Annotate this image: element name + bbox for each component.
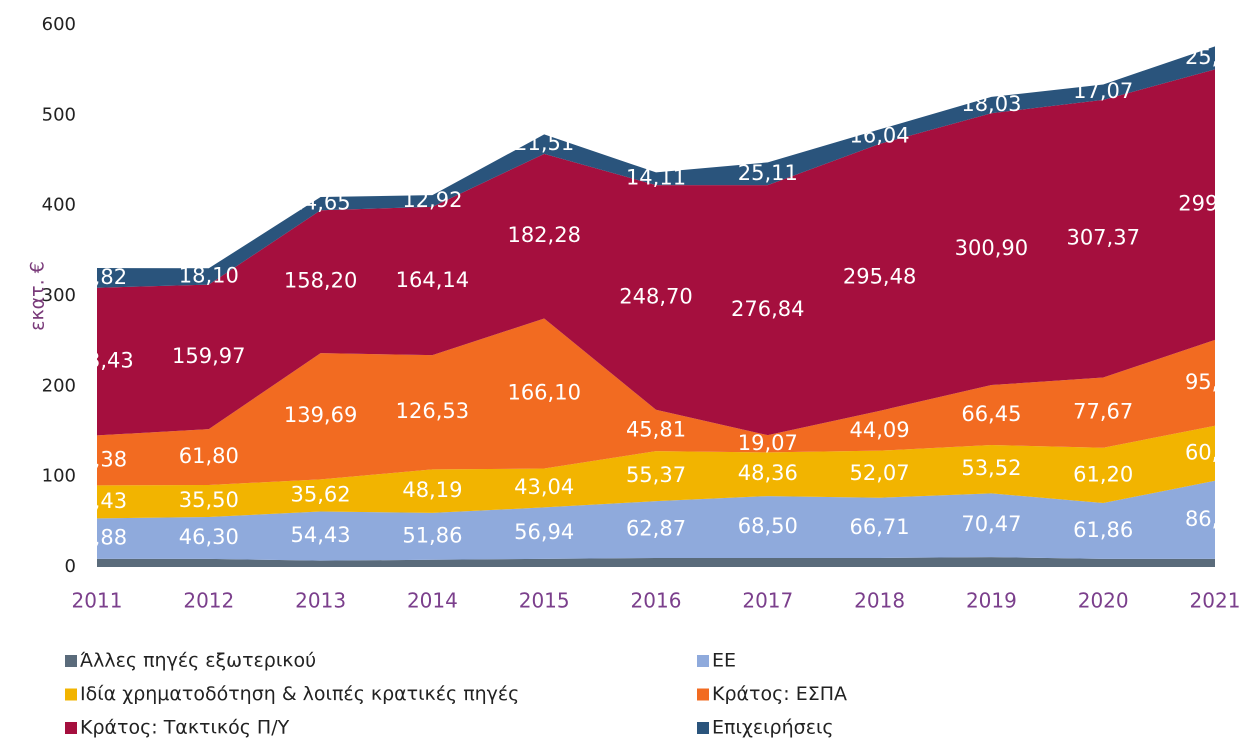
legend-label: Ιδία χρηματοδότηση & λοιπές κρατικές πηγ… (80, 683, 519, 705)
x-tick-label: 2015 (519, 589, 570, 613)
data-label: 43,04 (514, 475, 574, 499)
x-tick-label: 2020 (1078, 589, 1129, 613)
data-label: 25,53 (1185, 45, 1243, 69)
data-label: 248,70 (619, 284, 692, 308)
data-label: 62,87 (626, 517, 686, 541)
x-tick-label: 2013 (295, 589, 346, 613)
data-label: 16,04 (850, 124, 910, 148)
data-label: 182,28 (507, 223, 580, 247)
x-tick-label: 2021 (1190, 589, 1241, 613)
data-label: 86,47 (1185, 507, 1243, 531)
data-label: 21,82 (67, 265, 127, 289)
data-label: 53,52 (961, 456, 1021, 480)
legend-swatch (65, 722, 77, 734)
data-label: 44,09 (850, 418, 910, 442)
data-label: 54,43 (291, 523, 351, 547)
legend-label: Κράτος: ΕΣΠΑ (712, 683, 847, 705)
data-label: 18,10 (179, 263, 239, 287)
data-label: 48,36 (738, 461, 798, 485)
data-label: 60,90 (1185, 440, 1243, 464)
y-tick-label: 200 (42, 375, 76, 396)
data-label: 307,37 (1066, 226, 1139, 250)
x-tick-label: 2011 (72, 589, 123, 613)
data-label: 45,81 (626, 417, 686, 441)
legend-label: Επιχειρήσεις (712, 717, 834, 739)
data-label: 66,71 (850, 515, 910, 539)
x-tick-label: 2012 (183, 589, 234, 613)
y-tick-label: 300 (42, 285, 76, 306)
legend-swatch (697, 722, 709, 734)
data-label: 21,51 (514, 131, 574, 155)
legend-swatch (697, 688, 709, 701)
data-label: 51,86 (402, 523, 462, 547)
area (97, 425, 1215, 519)
x-tick-label: 2014 (407, 589, 458, 613)
legend-swatch (65, 655, 77, 667)
x-tick-label: 2018 (854, 589, 905, 613)
data-label: 46,30 (179, 525, 239, 549)
data-label: 159,97 (172, 344, 245, 368)
data-label: 36,43 (67, 489, 127, 513)
x-tick-label: 2016 (631, 589, 682, 613)
data-label: 163,43 (60, 349, 133, 373)
y-tick-label: 500 (42, 104, 76, 125)
area (97, 318, 1215, 486)
data-label: 66,45 (961, 402, 1021, 426)
legend-swatch (65, 688, 77, 701)
data-label: 35,62 (291, 482, 351, 506)
data-label: 55,38 (67, 447, 127, 471)
data-label: 295,48 (843, 264, 916, 288)
legend-label: Κράτος: Τακτικός Π/Υ (80, 717, 290, 739)
data-label: 276,84 (731, 297, 804, 321)
legend-swatch (697, 655, 709, 667)
data-label: 158,20 (284, 269, 357, 293)
y-tick-label: 0 (65, 556, 76, 577)
data-label: 61,86 (1073, 518, 1133, 542)
data-label: 17,07 (1073, 79, 1133, 103)
data-label: 12,92 (402, 188, 462, 212)
x-tick-label: 2019 (966, 589, 1017, 613)
data-label: 25,11 (738, 161, 798, 185)
x-tick-label: 2017 (742, 589, 793, 613)
data-label: 300,90 (955, 236, 1028, 260)
data-label: 52,07 (850, 461, 910, 485)
data-label: 126,53 (396, 399, 469, 423)
data-label: 139,69 (284, 403, 357, 427)
legend-label: ΕΕ (712, 650, 736, 672)
data-label: 164,14 (396, 268, 469, 292)
data-label: 61,80 (179, 444, 239, 468)
legend-label: Άλλες πηγές εξωτερικού (80, 650, 316, 672)
data-label: 18,03 (961, 92, 1021, 116)
data-label: 19,07 (738, 431, 798, 455)
data-label: 166,10 (507, 381, 580, 405)
data-label: 55,37 (626, 463, 686, 487)
data-label: 61,20 (1073, 462, 1133, 486)
data-label: 35,50 (179, 488, 239, 512)
data-label: 299,45 (1178, 192, 1243, 216)
data-label: 44,88 (67, 526, 127, 550)
data-label: 70,47 (961, 512, 1021, 536)
data-label: 68,50 (738, 514, 798, 538)
y-tick-label: 600 (42, 14, 76, 35)
area (97, 69, 1215, 436)
data-label: 14,65 (291, 191, 351, 215)
data-label: 77,67 (1073, 400, 1133, 424)
data-label: 48,19 (402, 478, 462, 502)
y-tick-label: 100 (42, 466, 76, 487)
area (97, 480, 1215, 561)
area (97, 557, 1215, 567)
y-axis-label: εκατ. € (27, 261, 49, 331)
data-label: 14,11 (626, 166, 686, 190)
data-label: 95,02 (1185, 370, 1243, 394)
y-tick-label: 400 (42, 195, 76, 216)
data-label: 56,94 (514, 520, 574, 544)
